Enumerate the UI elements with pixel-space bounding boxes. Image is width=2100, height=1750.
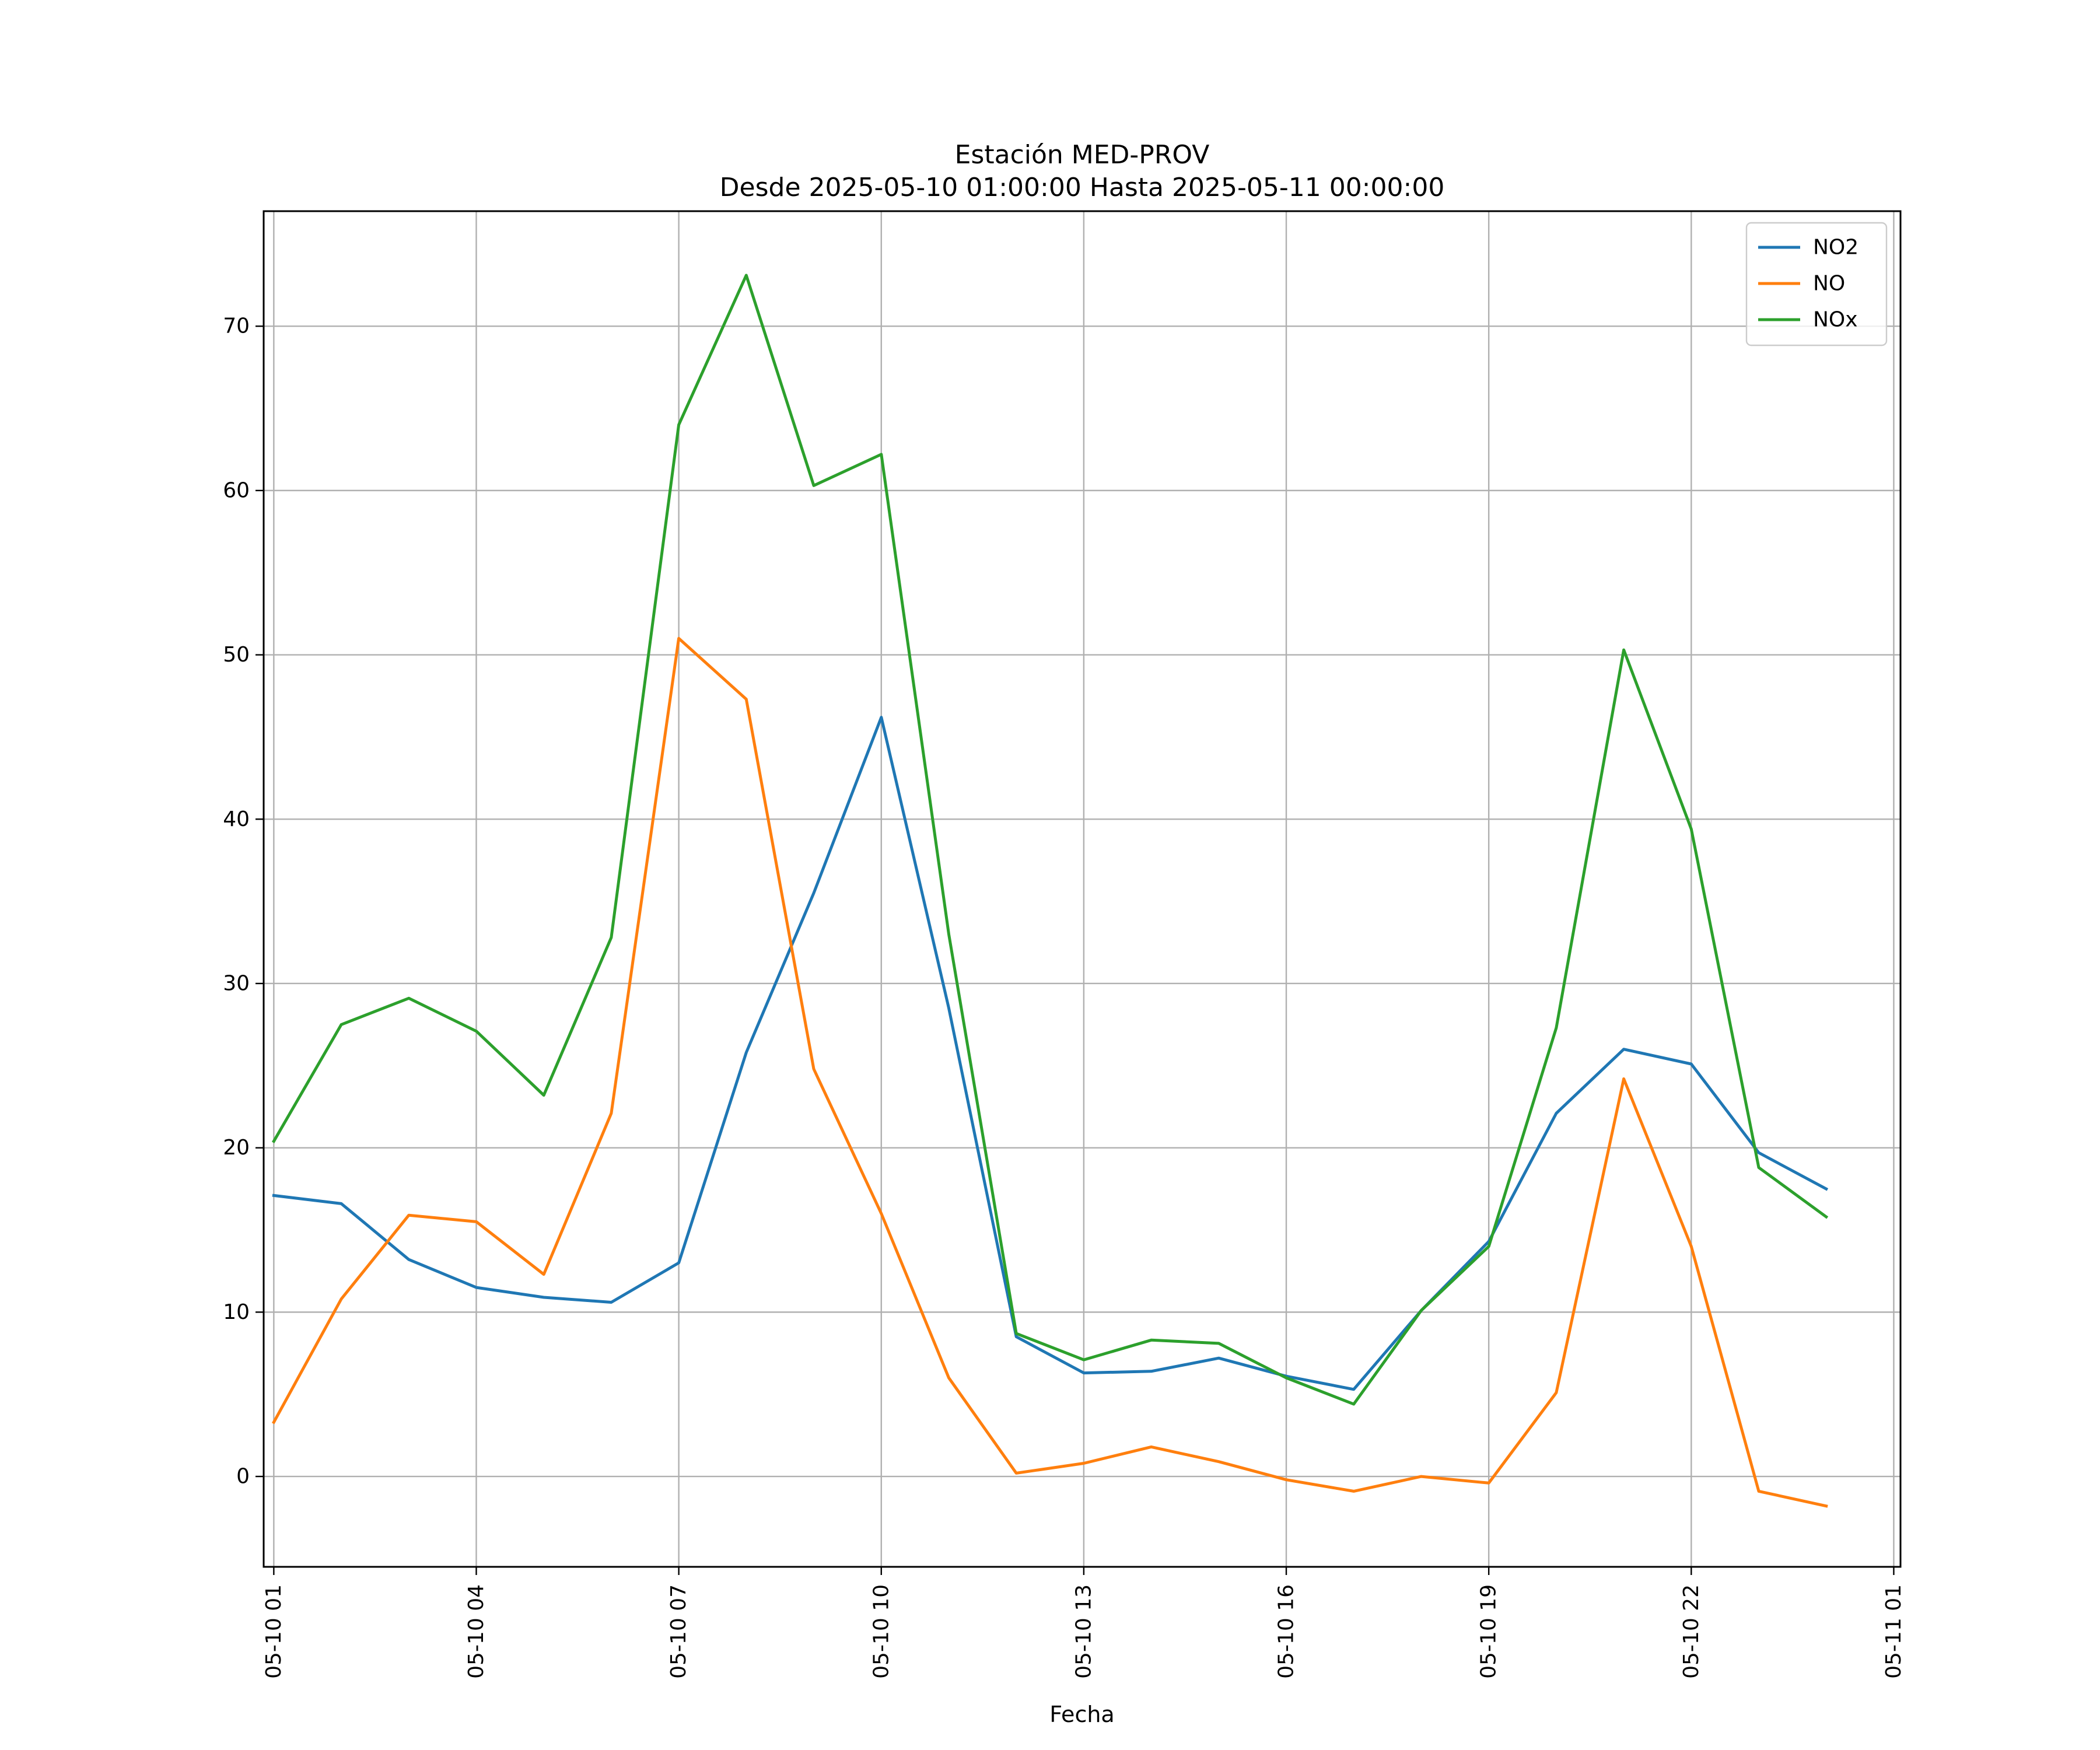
axis-ticks: 05-10 01 05-10 04 05-10 07 05-10 10 05-10 13… — [223, 314, 1906, 1679]
y-tick-label: 20 — [223, 1136, 250, 1160]
legend-label: NO — [1813, 272, 1845, 296]
series-line-no — [272, 636, 1828, 1508]
series-lines — [271, 274, 1829, 1508]
x-tick-label: 05-10 22 — [1679, 1584, 1703, 1679]
legend-label: NO2 — [1813, 236, 1859, 260]
y-tick-label: 50 — [223, 643, 250, 667]
plot-frame — [262, 210, 1902, 1568]
y-tick-label: 10 — [223, 1300, 250, 1324]
legend: NO2 NO NOx — [1745, 222, 1888, 346]
x-tick-label: 05-10 01 — [262, 1584, 286, 1679]
series-line-no2 — [272, 716, 1829, 1391]
x-tick-label: 05-10 19 — [1477, 1584, 1501, 1679]
chart-title-line2: Desde 2025-05-10 01:00:00 Hasta 2025-05-… — [720, 173, 1445, 202]
y-tick-label: 60 — [223, 478, 250, 502]
x-axis-label: Fecha — [1049, 1702, 1114, 1727]
x-tick-label: 05-10 13 — [1072, 1584, 1096, 1679]
x-tick-label: 05-10 16 — [1275, 1584, 1298, 1679]
y-tick-label: 40 — [223, 807, 250, 831]
y-tick-label: 30 — [223, 971, 250, 995]
legend-box — [1745, 222, 1888, 346]
x-tick-label: 05-10 04 — [464, 1584, 488, 1679]
series-line-nox — [271, 274, 1829, 1406]
legend-label: NOx — [1813, 308, 1858, 332]
x-tick-label: 05-10 07 — [667, 1584, 691, 1679]
y-tick-label: 0 — [236, 1465, 250, 1489]
y-tick-label: 70 — [223, 314, 250, 338]
grid — [264, 211, 1901, 1567]
chart-title-line1: Estación MED-PROV — [955, 140, 1210, 170]
x-tick-label: 05-10 10 — [869, 1584, 893, 1679]
x-tick-label: 05-11 01 — [1882, 1584, 1906, 1679]
